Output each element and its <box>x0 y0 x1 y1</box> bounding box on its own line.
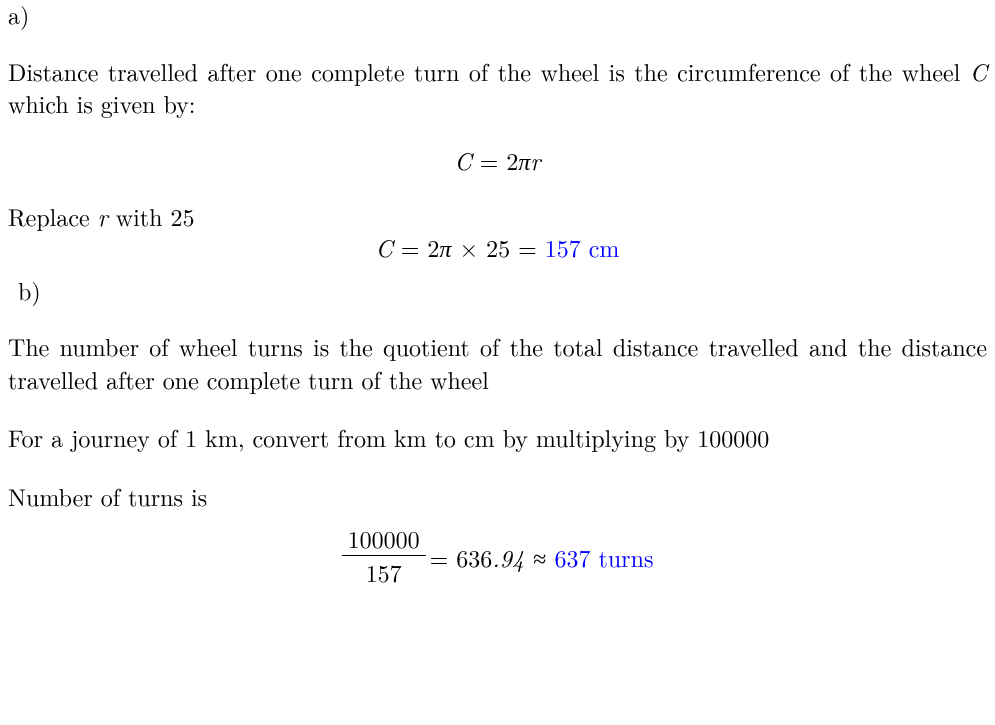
solution-page: a) Distance travelled after one complete… <box>0 0 995 589</box>
part-a-intro-pre: Distance travelled after one complete tu… <box>8 54 970 88</box>
formula-pi: π <box>518 143 530 177</box>
part-b-convert: For a journey of 1 km, convert from km t… <box>8 421 987 453</box>
part-a-label: a) <box>8 0 987 29</box>
calc-pi: π <box>439 230 451 264</box>
turns-label: Number of turns is <box>8 480 987 512</box>
part-a-intro-post: which is given by: <box>8 86 195 120</box>
answer-b: 637 turns <box>555 540 654 574</box>
formula-C: C <box>454 143 471 177</box>
fraction: 100000 157 <box>342 524 426 587</box>
formula-circumference: C = 2πr <box>8 146 987 175</box>
fraction-denominator: 157 <box>342 555 426 587</box>
part-b-label: b) <box>8 276 987 305</box>
replace-line: Replace r with 25 <box>8 200 987 232</box>
turns-decimal: .94 ≈ <box>492 540 554 574</box>
calc-circumference: C = 2π × 25 = 157 cm <box>8 233 987 262</box>
replace-pre: Replace <box>8 199 98 233</box>
formula-r: r <box>530 143 540 177</box>
part-a-intro: Distance travelled after one complete tu… <box>8 55 987 120</box>
part-b-intro: The number of wheel turns is the quotien… <box>8 330 987 395</box>
replace-post: with 25 <box>108 199 195 233</box>
calc-C: C <box>376 230 393 264</box>
answer-a: 157 cm <box>545 230 620 264</box>
calc-times: × 25 = <box>451 230 544 264</box>
var-C: C <box>970 54 987 88</box>
replace-var: r <box>98 199 108 233</box>
calc-turns: 100000 157 = 636.94 ≈ 637 turns <box>8 526 987 589</box>
turns-eq: = 636 <box>430 540 493 574</box>
fraction-numerator: 100000 <box>342 524 426 555</box>
formula-eq: = 2 <box>472 143 519 177</box>
calc-mid: = 2 <box>393 230 440 264</box>
